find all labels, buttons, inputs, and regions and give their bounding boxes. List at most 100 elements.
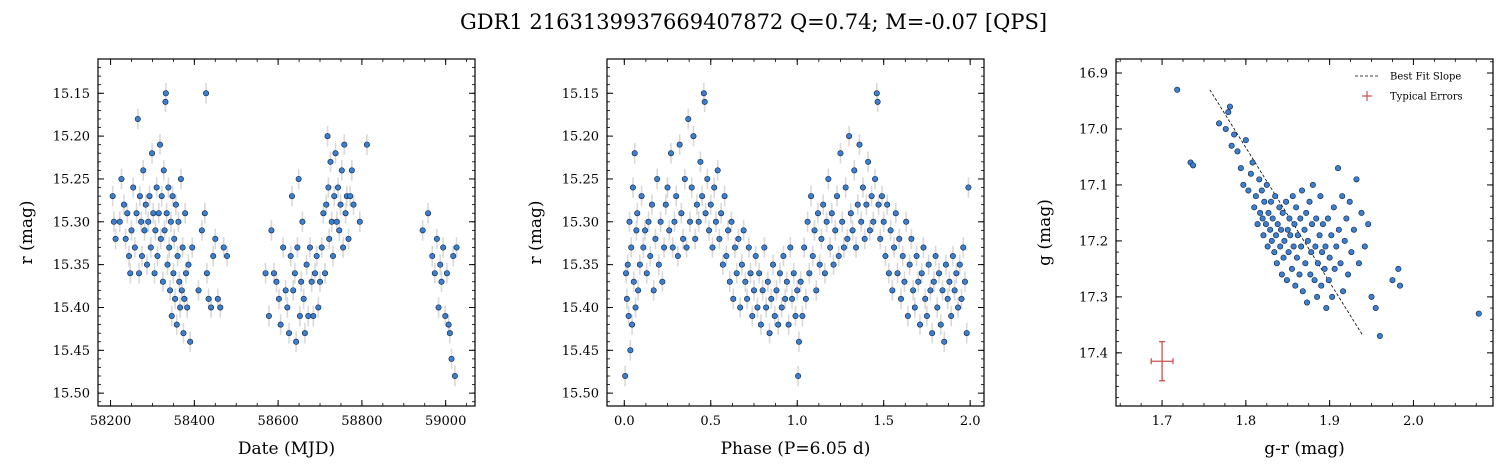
data-point (1303, 209, 1310, 216)
x-tick-label: 58400 (174, 414, 215, 429)
panel-lightcurve: 58200 58400 58600 58800 59000 Date (MJD) 15.15… (17, 58, 476, 459)
data-point (1259, 215, 1266, 222)
data-point (1287, 232, 1294, 239)
data-point (716, 235, 723, 242)
data-point (709, 244, 716, 251)
data-point (925, 261, 932, 268)
data-point (745, 244, 752, 251)
data-point (858, 218, 865, 225)
data-point (1293, 254, 1300, 261)
data-point (176, 278, 183, 285)
y-tick-label: 15.20 (53, 130, 90, 145)
data-point (154, 253, 161, 260)
data-point (840, 244, 847, 251)
data-point (662, 201, 669, 208)
data-point (1368, 293, 1375, 300)
data-point (1252, 193, 1259, 200)
x-tick-label: 1.5 (873, 414, 894, 429)
data-point (169, 193, 176, 200)
data-point (167, 287, 174, 294)
data-point (700, 90, 707, 97)
data-point (1313, 215, 1320, 222)
data-point (1350, 226, 1357, 233)
data-point (628, 244, 635, 251)
data-point (1264, 243, 1271, 250)
data-point (678, 210, 685, 217)
data-point (827, 244, 834, 251)
data-point (749, 313, 756, 320)
data-point (681, 175, 688, 182)
data-point (863, 201, 870, 208)
data-point (208, 304, 215, 311)
data-point (1261, 198, 1268, 205)
y-tick-label: 15.15 (562, 87, 599, 102)
data-point (177, 175, 184, 182)
data-point (877, 235, 884, 242)
data-point (757, 321, 764, 328)
y-axis: 16.9 17.0 17.1 17.2 17.3 17.4 g (mag) (1035, 61, 1493, 399)
data-point (892, 210, 899, 217)
x-tick-label: 1.9 (1319, 414, 1340, 429)
legend-label-errors: Typical Errors (1390, 92, 1463, 103)
y-axis-label: r (mag) (17, 201, 37, 265)
data-point (624, 261, 631, 268)
data-point (828, 210, 835, 217)
data-point (887, 227, 894, 234)
data-point (785, 321, 792, 328)
x-tick-label: 2.0 (960, 414, 981, 429)
data-point (446, 330, 453, 337)
data-point (172, 295, 179, 302)
data-point (795, 338, 802, 345)
data-point (897, 295, 904, 302)
data-point (156, 141, 163, 148)
y-tick-label: 17.0 (1079, 122, 1108, 137)
data-point (783, 278, 790, 285)
data-point (138, 253, 145, 260)
x-tick-label: 0.5 (700, 414, 721, 429)
data-point (184, 304, 191, 311)
x-tick-label: 58200 (90, 414, 131, 429)
data-point (433, 235, 440, 242)
data-point (147, 244, 154, 251)
data-point (1325, 277, 1332, 284)
data-point (268, 227, 275, 234)
y-axis: 15.15 15.20 15.25 15.30 15.35 15.40 15.45 15.50… (17, 58, 475, 403)
data-point (327, 158, 334, 165)
data-point (782, 295, 789, 302)
data-point (144, 261, 151, 268)
data-point (1397, 282, 1404, 289)
data-point (122, 235, 129, 242)
data-point (725, 227, 732, 234)
data-point (965, 184, 972, 191)
data-point (808, 193, 815, 200)
y-tick-label: 15.40 (562, 301, 599, 316)
data-point (1319, 221, 1326, 228)
data-point (706, 227, 713, 234)
data-point (811, 227, 818, 234)
data-point (182, 210, 189, 217)
data-point (627, 347, 634, 354)
data-point (1231, 131, 1238, 138)
data-point (1278, 226, 1285, 233)
x-tick-label: 2.0 (1403, 414, 1424, 429)
data-point (293, 338, 300, 345)
data-point (904, 313, 911, 320)
data-point (960, 244, 967, 251)
axes-frame (606, 58, 985, 407)
data-point (162, 90, 169, 97)
x-axis-label: g-r (mag) (1264, 439, 1345, 459)
data-point (203, 90, 210, 97)
data-point (1298, 243, 1305, 250)
data-point (953, 270, 960, 277)
data-point (291, 270, 298, 277)
data-point (299, 218, 306, 225)
data-point (1273, 232, 1280, 239)
data-point (626, 218, 633, 225)
data-point (704, 175, 711, 182)
data-point (174, 253, 181, 260)
x-tick-label: 1.7 (1152, 414, 1173, 429)
data-point (847, 210, 854, 217)
data-point (308, 278, 315, 285)
data-point (150, 210, 157, 217)
